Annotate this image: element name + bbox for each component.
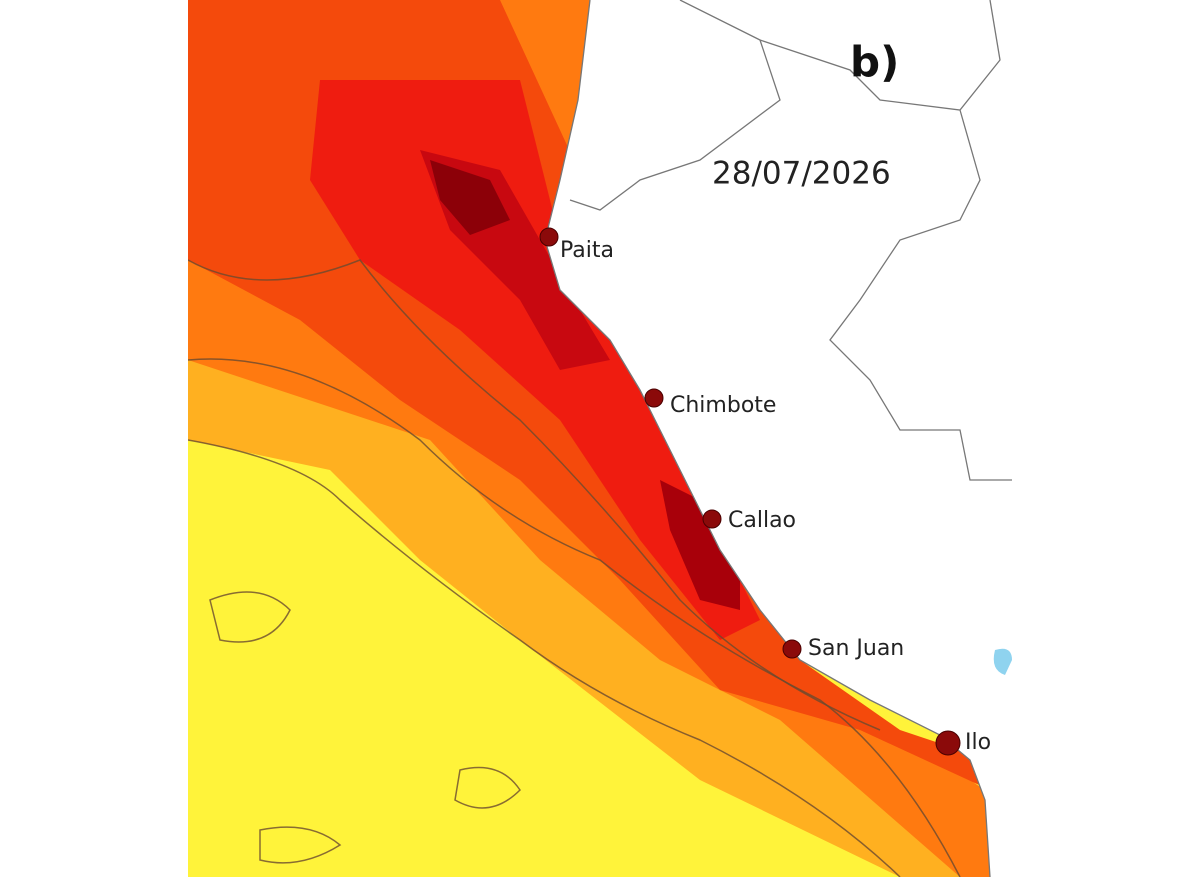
date: 28/07/2026 xyxy=(712,156,891,192)
city-marker xyxy=(539,227,559,247)
lake xyxy=(993,648,1012,675)
panel-label: b) xyxy=(850,38,899,87)
city-label: Chimbote xyxy=(670,393,776,418)
city-label: Callao xyxy=(728,508,796,533)
city-label: Paita xyxy=(560,238,614,263)
city-label: Ilo xyxy=(965,730,991,755)
borders xyxy=(569,0,1012,481)
city-marker xyxy=(644,388,664,408)
cities: Paita Chimbote Callao San Juan Ilo xyxy=(539,227,991,756)
city-marker xyxy=(782,639,802,659)
city-marker xyxy=(935,730,961,756)
city-marker xyxy=(702,509,722,529)
city-label: San Juan xyxy=(808,636,904,661)
